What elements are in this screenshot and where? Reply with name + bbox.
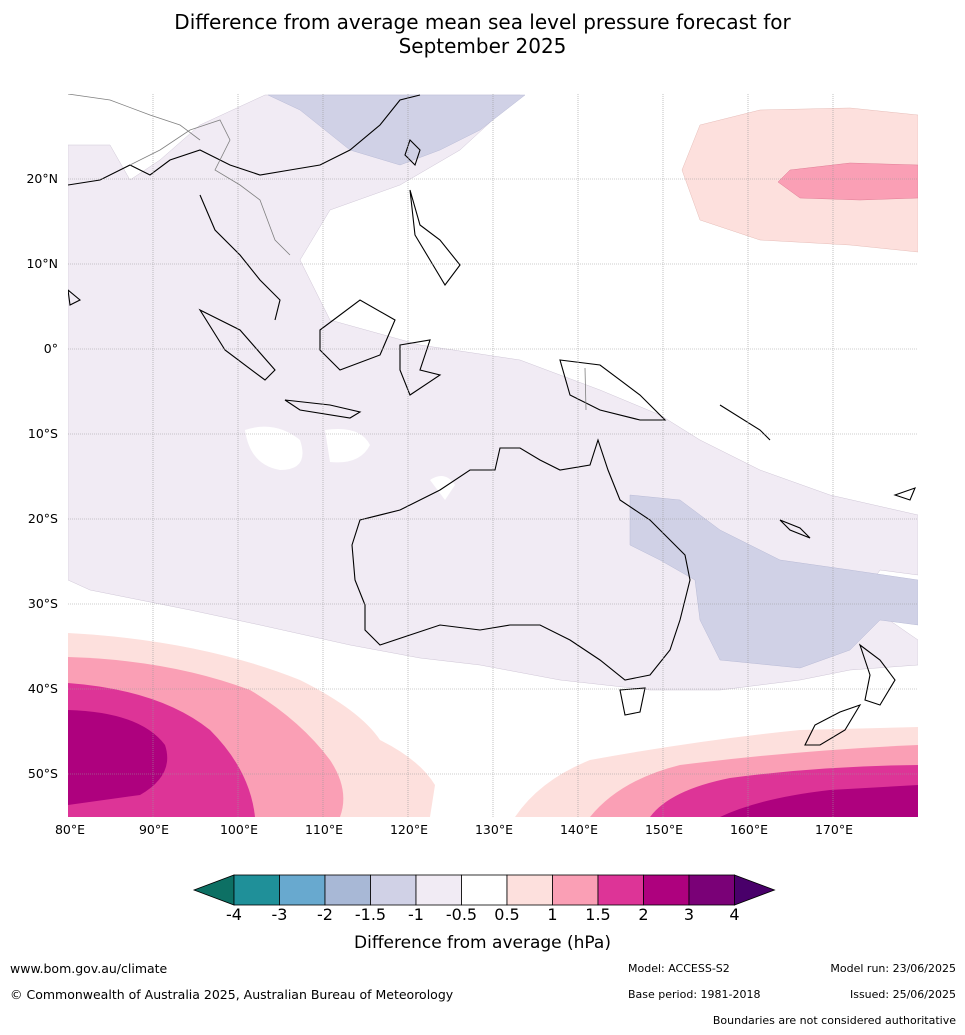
colorbar-label: Difference from average (hPa): [354, 933, 611, 953]
colorbar-segment: [552, 874, 599, 906]
colorbar-segment: [233, 874, 280, 906]
anomaly-region-dark-magenta: [68, 710, 168, 805]
anomaly-region-dark-magenta: [720, 785, 918, 817]
copyright-text: © Commonwealth of Australia 2025, Austra…: [10, 987, 454, 1002]
anomaly-region-blue: [267, 94, 526, 166]
colorbar-tick-label: 0.5: [494, 905, 520, 924]
new-zealand-north-coastline: [858, 643, 896, 706]
java-coastline: [284, 399, 362, 419]
lon-label: 100°E: [219, 822, 258, 837]
lat-label: 50°S: [27, 766, 58, 781]
tasmania-coastline: [619, 687, 646, 716]
colorbar-tick-label: 2: [638, 905, 649, 924]
colorbar-tick-label: -1.5: [354, 905, 387, 924]
philippines-coastline: [409, 189, 461, 286]
lon-label: 130°E: [474, 822, 513, 837]
map-field: [68, 94, 918, 817]
colorbar-arrow-low: [192, 874, 235, 906]
colorbar-segment: [461, 874, 508, 906]
neutral-region: [245, 426, 303, 470]
colorbar-tick-label: 1.5: [585, 905, 611, 924]
chart-title-line2: September 2025: [398, 34, 567, 58]
pacific-islands-coastline: [719, 404, 916, 539]
lon-label: 150°E: [644, 822, 683, 837]
lat-label: 30°S: [27, 596, 58, 611]
colorbar-segment: [415, 874, 462, 906]
colorbar-tick-label: -1: [408, 905, 424, 924]
borneo-coastline: [319, 299, 396, 371]
taiwan-coastline: [404, 138, 421, 167]
lat-label: 10°N: [26, 256, 58, 271]
lon-label: 80°E: [54, 822, 86, 837]
new-guinea-coastline: [559, 359, 667, 421]
model-text: Model: ACCESS-S2: [628, 962, 730, 975]
lon-label: 90°E: [138, 822, 170, 837]
lat-label: 0°: [43, 341, 58, 356]
sumatra-coastline: [198, 308, 276, 381]
base-period-text: Base period: 1981-2018: [628, 988, 761, 1001]
chart-title-line1: Difference from average mean sea level p…: [174, 10, 791, 34]
lon-label: 160°E: [729, 822, 768, 837]
graticule: [68, 94, 918, 817]
colorbar-segment: [370, 874, 417, 906]
website-text: www.bom.gov.au/climate: [10, 961, 168, 976]
neutral-region: [325, 429, 370, 463]
colorbar-segment: [643, 874, 690, 906]
lon-label: 170°E: [814, 822, 853, 837]
sri-lanka-coastline: [68, 289, 81, 306]
asia-mainland-coastline: [68, 94, 421, 321]
issued-text: Issued: 25/06/2025: [849, 988, 956, 1001]
new-zealand-south-coastline: [804, 703, 862, 746]
colorbar-tick-label: -0.5: [445, 905, 478, 924]
lat-label: 20°N: [26, 171, 58, 186]
colorbar-arrow-high: [734, 874, 776, 906]
colorbar-tick-label: -3: [271, 905, 288, 924]
coastlines: [68, 94, 916, 746]
country-borders: [68, 94, 587, 411]
pressure-anomaly-map: [68, 94, 918, 817]
colorbar-tick-label: 3: [683, 905, 695, 924]
anomaly-region-blue: [629, 494, 918, 669]
lon-label: 110°E: [304, 822, 343, 837]
colorbar-tick-label: 1: [547, 905, 558, 924]
model-run-text: Model run: 23/06/2025: [830, 962, 956, 975]
colorbar-segment: [279, 874, 326, 906]
colorbar-segment: [324, 874, 371, 906]
lon-label: 140°E: [559, 822, 598, 837]
lat-label: 10°S: [27, 426, 58, 441]
colorbar-tick-label: 4: [729, 905, 740, 924]
lat-label: 40°S: [27, 681, 58, 696]
colorbar-segment: [506, 874, 553, 906]
disclaimer-text: Boundaries are not considered authoritat…: [712, 1014, 956, 1027]
colorbar-tick-label: -2: [317, 905, 333, 924]
lon-label: 120°E: [389, 822, 428, 837]
australia-coastline: [351, 438, 691, 681]
colorbar-segment: [688, 874, 735, 906]
sulawesi-coastline: [399, 339, 442, 396]
colorbar-tick-label: -4: [226, 905, 242, 924]
colorbar-segment: [597, 874, 644, 906]
anomaly-region-rose: [777, 162, 918, 201]
lat-label: 20°S: [27, 511, 58, 526]
